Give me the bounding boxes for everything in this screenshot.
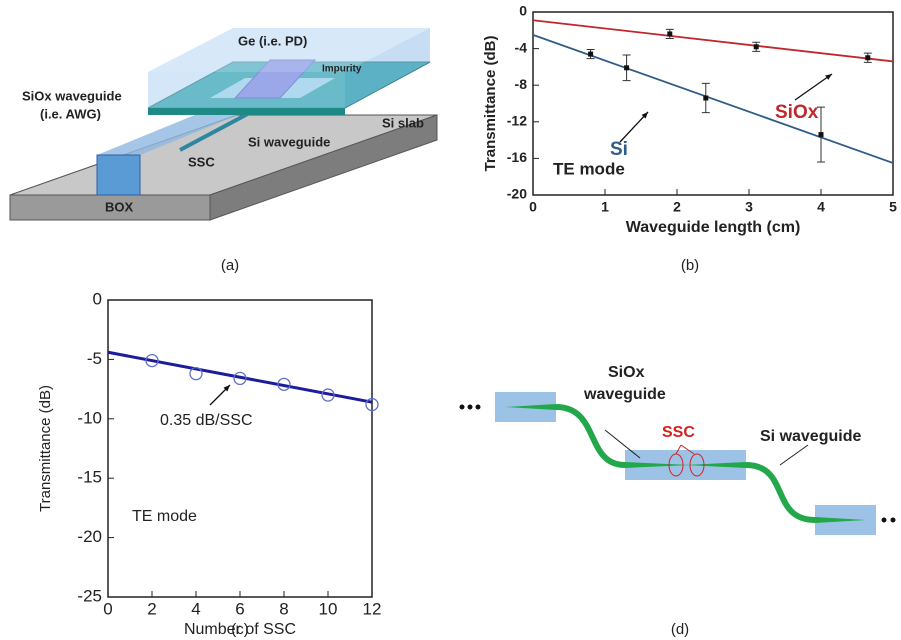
y-tick-label: -16 (507, 149, 527, 165)
y-tick-label: -4 (515, 39, 528, 55)
annotation: 0.35 dB/SSC (160, 412, 253, 429)
dot (459, 404, 465, 410)
box-side (209, 114, 438, 221)
taper (685, 462, 746, 468)
arrow-head (223, 385, 230, 392)
siox-column (97, 110, 250, 155)
arrow (619, 111, 649, 143)
panel-label: (c) (231, 621, 249, 638)
panel-label: (d) (671, 621, 689, 638)
label: Si slab (382, 115, 424, 130)
annotation: TE mode (132, 508, 197, 525)
arrow (604, 429, 641, 459)
x-tick-label: 8 (279, 599, 288, 618)
label: SiOx (608, 364, 645, 381)
dot (467, 404, 473, 410)
x-tick-label: 10 (319, 599, 338, 618)
point (753, 44, 759, 50)
label: BOX (105, 199, 134, 214)
cladding-side (345, 28, 430, 108)
series-label: Si (610, 139, 628, 160)
y-tick-label: -8 (515, 76, 528, 92)
x-tick-label: 1 (601, 199, 609, 215)
panel-label: (a) (221, 257, 239, 274)
point (189, 367, 203, 381)
arrow-head (641, 112, 648, 119)
fit-line (532, 19, 894, 63)
x-axis-label: Waveguide length (cm) (626, 219, 801, 236)
ssc-arrow (675, 444, 695, 455)
point (277, 377, 291, 391)
y-tick-label: -20 (507, 186, 527, 202)
dot (881, 517, 887, 523)
x-tick-label: 0 (103, 599, 112, 618)
si-waveguide (745, 462, 816, 523)
si-waveguide (555, 404, 626, 468)
series-label: SiOx (775, 102, 819, 123)
ssc-marker (689, 453, 705, 477)
point (588, 51, 594, 57)
y-tick-label: -25 (77, 586, 102, 605)
x-tick-label: 4 (191, 599, 200, 618)
point (818, 132, 824, 138)
panel-d: SiOx waveguide SSC Si waveguide (d) (459, 364, 896, 638)
taper (505, 404, 556, 410)
x-tick-label: 3 (745, 199, 753, 215)
y-tick-label: -12 (507, 113, 527, 129)
point (365, 397, 379, 412)
arrow (779, 444, 809, 466)
x-tick-label: 5 (889, 199, 897, 215)
label: SiOx waveguide (22, 88, 122, 103)
point (703, 95, 709, 101)
si-waveguide (179, 108, 256, 152)
y-axis-label: Transmittance (dB) (482, 36, 499, 172)
point (321, 388, 335, 402)
y-tick-label: -20 (77, 527, 102, 546)
x-tick-label: 4 (817, 199, 825, 215)
si-slab-front (148, 108, 345, 115)
point (233, 371, 247, 386)
dot (475, 404, 481, 410)
annotation: TE mode (553, 159, 625, 178)
y-tick-label: 0 (93, 289, 102, 308)
fit-line (107, 350, 373, 404)
y-axis-label: Transmittance (dB) (37, 385, 54, 512)
dot (890, 517, 896, 523)
plot-frame (107, 299, 373, 598)
x-tick-label: 2 (673, 199, 681, 215)
point (145, 353, 159, 368)
arrow-head (825, 74, 832, 80)
panel-a: Ge (i.e. PD) Impurity SiOx waveguide (i.… (9, 28, 438, 274)
y-tick-label: -5 (87, 349, 102, 368)
label: SSC (662, 424, 695, 441)
label: Si waveguide (760, 428, 861, 445)
x-tick-label: 12 (363, 599, 382, 618)
taper (625, 462, 690, 468)
cladding-front (148, 72, 345, 108)
label: Impurity (322, 64, 362, 75)
taper (815, 517, 866, 523)
label: (i.e. AWG) (40, 106, 101, 121)
siox-core (96, 154, 141, 196)
label: Ge (i.e. PD) (238, 33, 307, 48)
arrow (794, 73, 833, 101)
label: Si waveguide (248, 134, 330, 149)
point (624, 65, 630, 71)
y-tick-label: 0 (519, 3, 527, 19)
point (865, 55, 871, 61)
cladding-top (148, 28, 430, 72)
x-tick-label: 0 (529, 199, 537, 215)
point (667, 31, 673, 37)
x-tick-label: 2 (147, 599, 156, 618)
label: waveguide (583, 386, 666, 403)
panel-label: (b) (681, 257, 699, 274)
y-tick-label: -15 (77, 468, 102, 487)
y-tick-label: -10 (77, 408, 102, 427)
plot-frame (532, 11, 894, 196)
fit-line (532, 34, 894, 164)
x-axis-label: Number of SSC (184, 621, 296, 638)
x-tick-label: 6 (235, 599, 244, 618)
label: SSC (188, 154, 215, 169)
